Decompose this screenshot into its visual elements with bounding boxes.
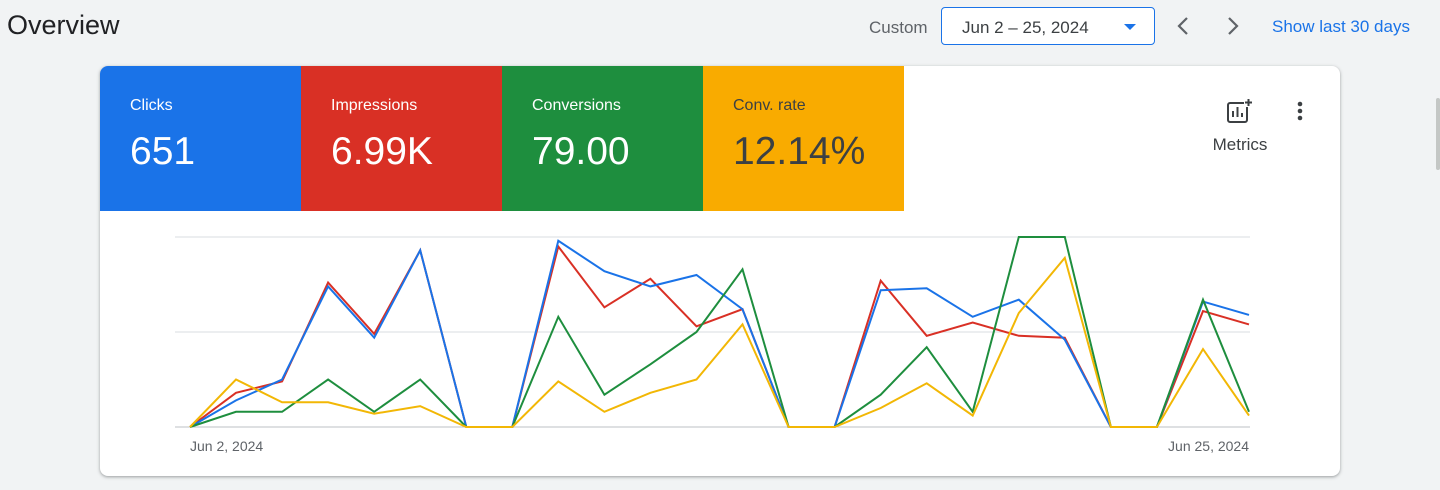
chevron-left-icon <box>1177 17 1188 35</box>
dropdown-arrow-icon <box>1124 24 1136 30</box>
conversions-series-line[interactable] <box>189 236 1250 428</box>
date-range-type-label: Custom <box>869 18 928 37</box>
conv-rate-value: 12.14% <box>733 130 866 173</box>
impressions-series-line[interactable] <box>189 244 1250 428</box>
more-vert-icon <box>1297 101 1303 121</box>
previous-period-button[interactable] <box>1170 12 1196 40</box>
impressions-label: Impressions <box>331 97 418 114</box>
conv-rate-series-line[interactable] <box>189 255 1250 428</box>
clicks-tile[interactable]: Clicks 651 <box>100 66 301 211</box>
x-axis-start-label: Jun 2, 2024 <box>190 438 263 454</box>
impressions-value: 6.99K <box>331 130 433 173</box>
next-period-button[interactable] <box>1220 12 1246 40</box>
x-axis-end-label: Jun 25, 2024 <box>1168 438 1249 454</box>
metrics-button[interactable]: Metrics <box>1198 96 1282 158</box>
chart-series <box>189 236 1250 428</box>
more-options-button[interactable] <box>1288 96 1312 126</box>
performance-line-chart: Jun 2, 2024 Jun 25, 2024 <box>175 236 1250 454</box>
conv-rate-tile[interactable]: Conv. rate 12.14% <box>703 66 904 211</box>
chart-grid <box>175 236 1250 428</box>
conv-rate-label: Conv. rate <box>733 97 806 114</box>
show-last-30-days-link[interactable]: Show last 30 days <box>1272 17 1410 36</box>
clicks-label: Clicks <box>130 97 173 114</box>
page-scrollbar[interactable] <box>1436 98 1440 170</box>
overview-card: Clicks 651 Impressions 6.99K Conversions… <box>100 66 1340 476</box>
metrics-label: Metrics <box>1212 135 1268 154</box>
chevron-right-icon <box>1228 17 1239 35</box>
impressions-tile[interactable]: Impressions 6.99K <box>301 66 502 211</box>
date-range-selector[interactable]: Jun 2 – 25, 2024 <box>941 7 1155 45</box>
conversions-tile[interactable]: Conversions 79.00 <box>502 66 703 211</box>
add-chart-icon <box>1227 98 1253 123</box>
conversions-value: 79.00 <box>532 130 630 173</box>
clicks-value: 651 <box>130 130 196 173</box>
page-title: Overview <box>7 10 120 40</box>
conversions-label: Conversions <box>532 97 621 114</box>
clicks-series-line[interactable] <box>189 239 1250 428</box>
date-range-value: Jun 2 – 25, 2024 <box>962 18 1089 37</box>
